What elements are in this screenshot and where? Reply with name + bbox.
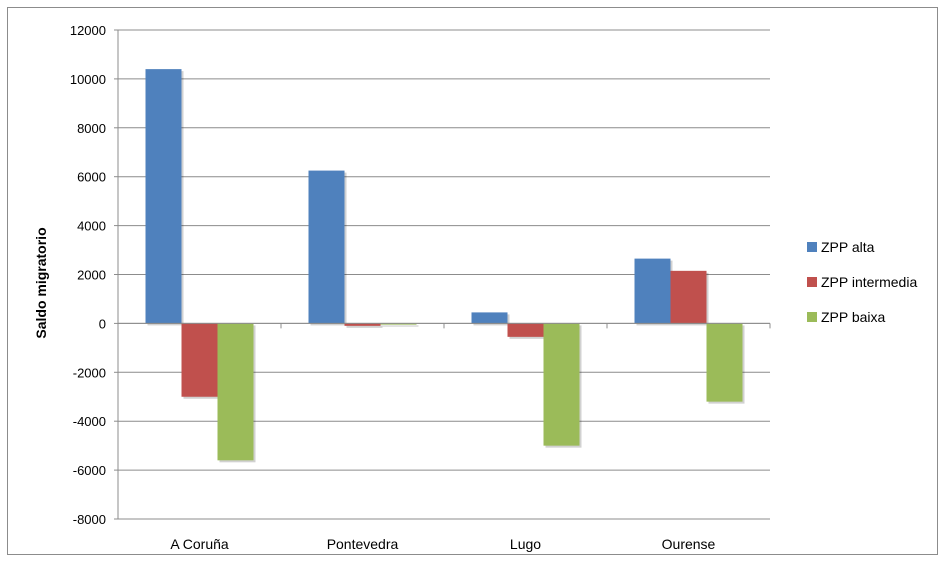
- axes: [117, 30, 771, 519]
- y-tick-label: 12000: [70, 23, 106, 38]
- legend: ZPP alta ZPP intermedia ZPP baixa: [807, 239, 917, 325]
- bar: [308, 170, 345, 324]
- legend-label: ZPP intermedia: [821, 274, 917, 290]
- bar-shadow: [346, 325, 383, 328]
- bars: [145, 69, 745, 463]
- y-tick-label: -8000: [73, 512, 106, 527]
- bar: [670, 270, 707, 324]
- x-tick-label: A Coruña: [170, 536, 229, 552]
- y-tick-label: 6000: [77, 170, 106, 185]
- bar: [217, 323, 254, 461]
- y-tick-label: 0: [99, 316, 106, 331]
- bar: [507, 323, 544, 337]
- y-axis-ticks: 12000 10000 8000 6000 4000 2000 0 -2000 -4000 -60…: [70, 23, 106, 527]
- x-axis-ticks: A Coruña Pontevedra Lugo Ourense: [170, 536, 715, 552]
- bar: [706, 323, 743, 402]
- legend-label: ZPP alta: [821, 239, 875, 255]
- x-tick-label: Ourense: [662, 536, 716, 552]
- y-tick-label: 10000: [70, 72, 106, 87]
- y-tick-label: 4000: [77, 219, 106, 234]
- y-tick-label: 2000: [77, 268, 106, 283]
- bar: [634, 258, 671, 324]
- legend-swatch: [807, 312, 817, 322]
- bar: [380, 323, 417, 325]
- bar: [344, 323, 381, 326]
- y-tick-label: -6000: [73, 463, 106, 478]
- legend-label: ZPP baixa: [821, 309, 886, 325]
- x-tick-label: Pontevedra: [327, 536, 399, 552]
- bar: [145, 69, 182, 324]
- x-tick-label: Lugo: [510, 536, 541, 552]
- bar: [543, 323, 580, 446]
- bar: [181, 323, 218, 397]
- y-axis-label: Saldo migratorio: [33, 227, 49, 338]
- y-tick-label: -4000: [73, 414, 106, 429]
- y-tick-label: -2000: [73, 365, 106, 380]
- bar-shadow: [382, 325, 419, 327]
- bar: [471, 312, 508, 324]
- y-tick-label: 8000: [77, 121, 106, 136]
- legend-swatch: [807, 242, 817, 252]
- legend-swatch: [807, 277, 817, 287]
